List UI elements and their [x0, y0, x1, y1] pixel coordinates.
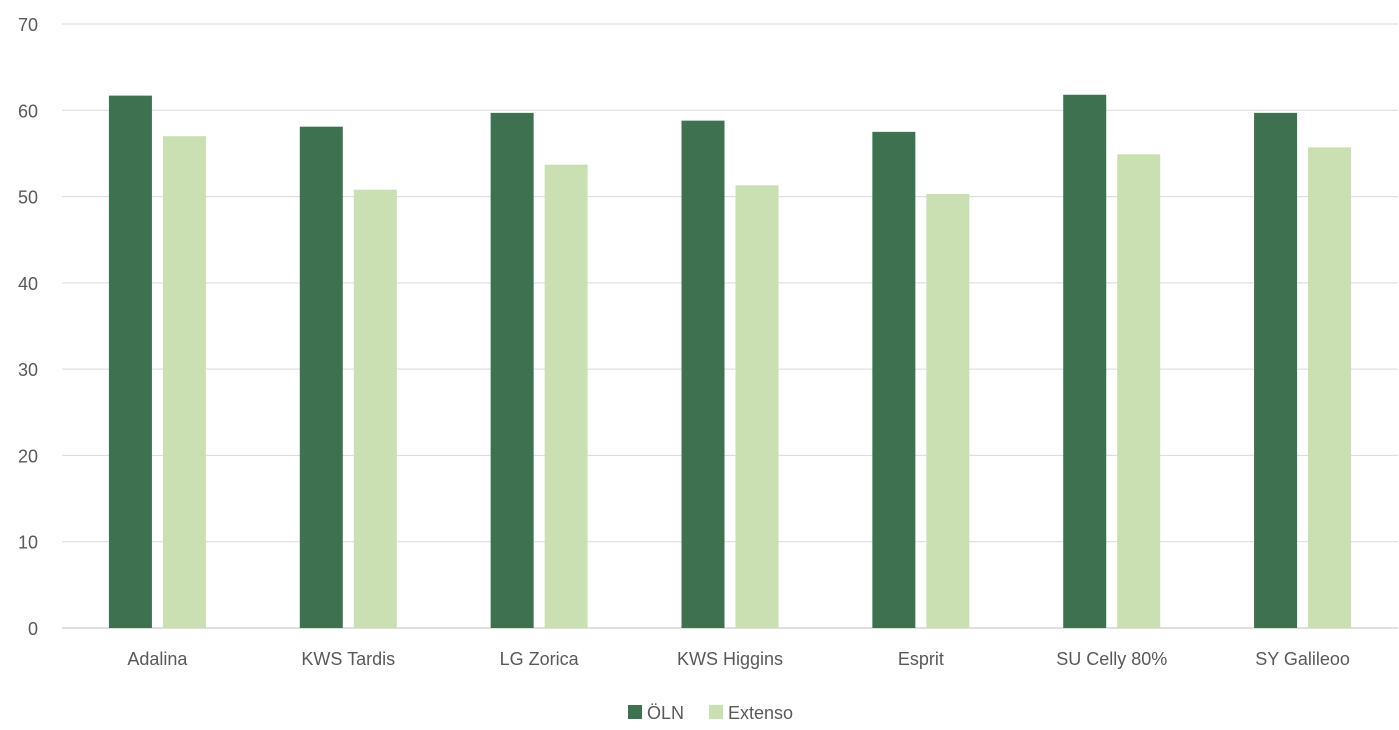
y-tick-label: 30: [18, 360, 38, 380]
x-tick-label: SY Galileoo: [1255, 649, 1350, 669]
bar: [735, 185, 779, 628]
legend-swatch: [628, 705, 642, 719]
bar: [353, 189, 397, 628]
legend-label: ÖLN: [647, 703, 684, 723]
x-axis-ticks: Adalina KWS Tardis LG Zorica KWS Higgins Esp…: [127, 649, 1350, 669]
x-tick-label: KWS Tardis: [301, 649, 395, 669]
legend: ÖLN Extenso: [628, 703, 793, 723]
y-tick-label: 70: [18, 15, 38, 35]
y-tick-label: 50: [18, 188, 38, 208]
bar: [681, 120, 725, 628]
bar: [872, 131, 916, 628]
x-tick-label: Esprit: [898, 649, 944, 669]
gridlines: [62, 23, 1398, 629]
bar: [162, 136, 206, 628]
bar: [490, 112, 534, 629]
x-tick-label: SU Celly 80%: [1056, 649, 1167, 669]
y-tick-label: 20: [18, 446, 38, 466]
y-tick-label: 60: [18, 101, 38, 121]
y-axis-ticks: 0 10 20 30 40 50 60 70: [18, 15, 38, 639]
bar: [1063, 94, 1107, 629]
bar: [1117, 154, 1161, 628]
bar: [1254, 112, 1298, 629]
bars: [108, 94, 1352, 629]
x-tick-label: KWS Higgins: [677, 649, 783, 669]
x-tick-label: LG Zorica: [500, 649, 580, 669]
bar: [926, 193, 970, 629]
y-tick-label: 10: [18, 533, 38, 553]
y-tick-label: 0: [28, 619, 38, 639]
bar: [108, 95, 152, 629]
bar: [544, 164, 588, 628]
bar: [299, 126, 343, 629]
bar: [1308, 147, 1352, 629]
legend-swatch: [709, 705, 723, 719]
y-tick-label: 40: [18, 274, 38, 294]
x-tick-label: Adalina: [127, 649, 188, 669]
legend-label: Extenso: [728, 703, 793, 723]
